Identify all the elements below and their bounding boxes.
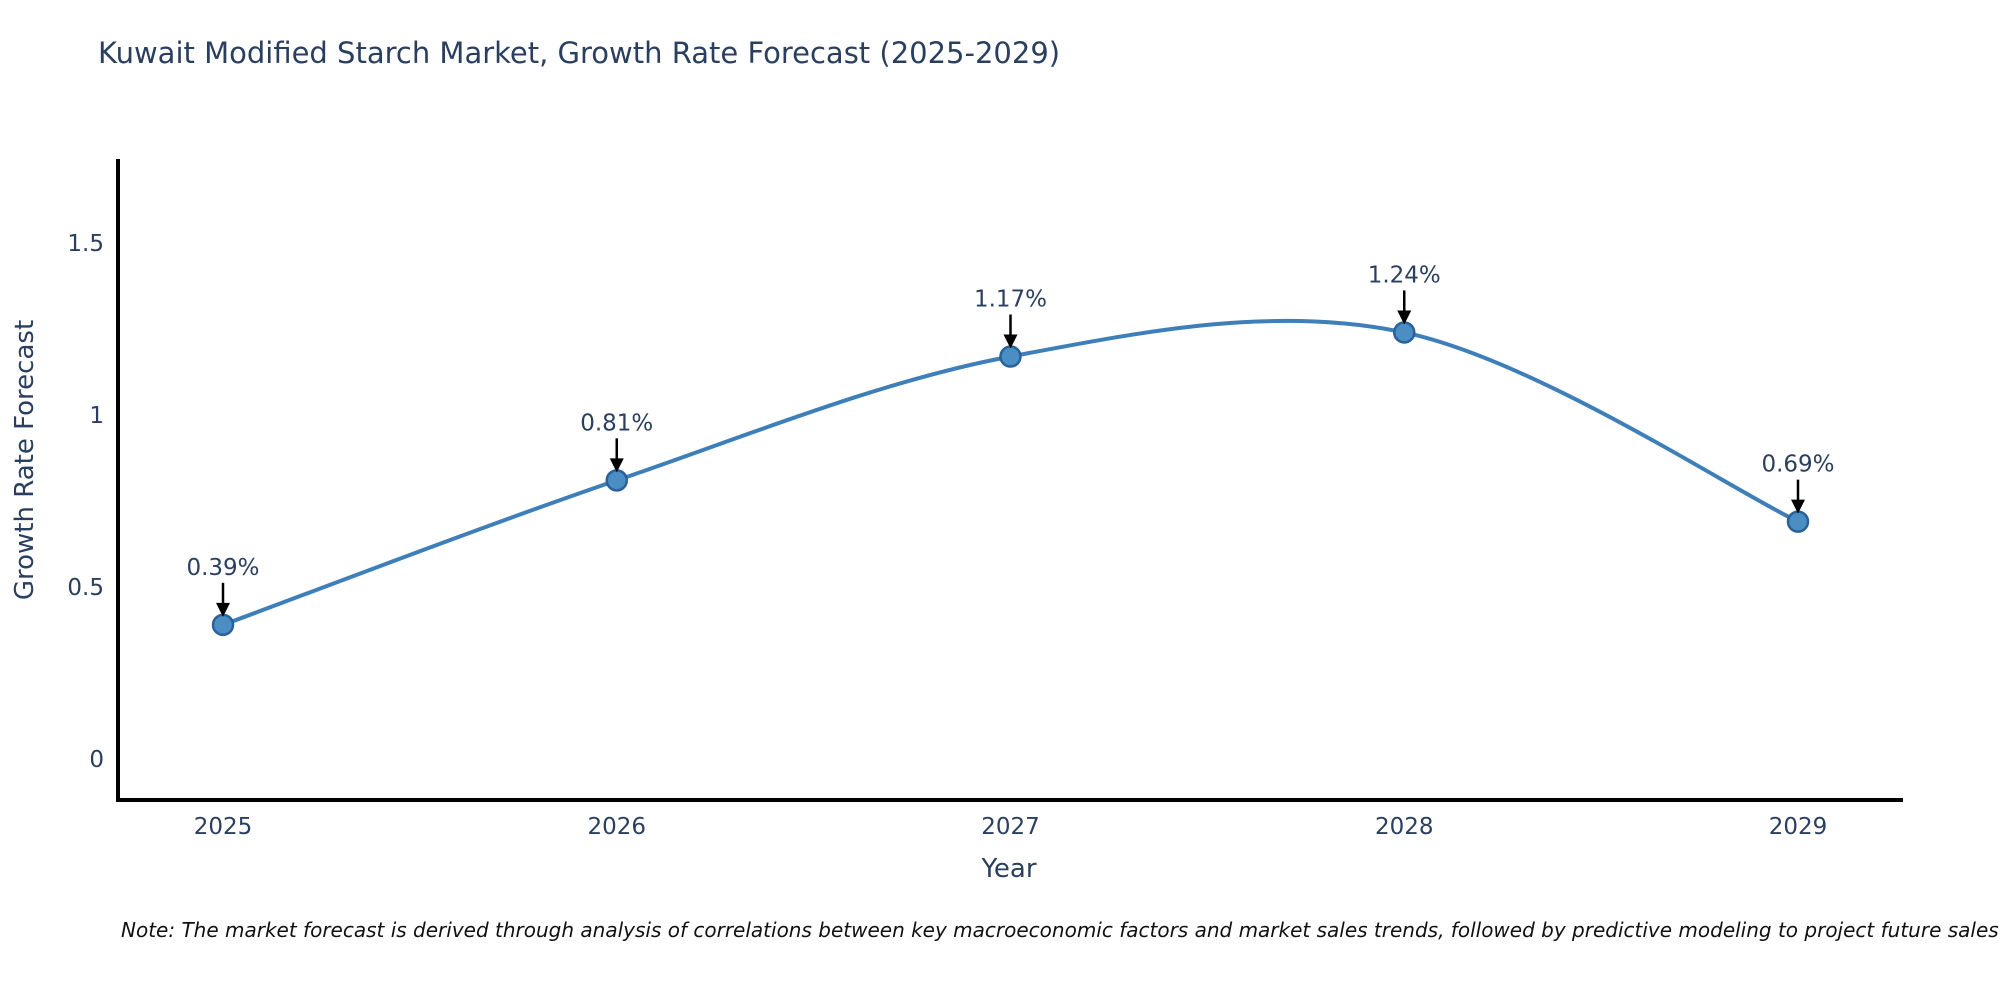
annotation-arrowhead-icon [216, 602, 230, 617]
annotation-arrowhead-icon [609, 458, 624, 473]
x-axis-ticks: 2025 2026 2027 2028 2029 [194, 814, 1828, 840]
y-tick-label: 1.5 [67, 231, 104, 257]
x-tick-label: 2028 [1375, 814, 1434, 840]
x-tick-label: 2029 [1769, 814, 1828, 840]
y-axis-title: Growth Rate Forecast [10, 319, 40, 601]
data-point-marker [211, 613, 235, 637]
annotation-arrowhead-icon [1791, 499, 1805, 514]
x-axis-title: Year [981, 854, 1037, 884]
data-point-marker [605, 469, 628, 492]
point-annotations: 0.39% 0.81% 1.17% 1.24% 0.69% [186, 262, 1835, 617]
y-axis-ticks: 0 0.5 1 1.5 [67, 231, 104, 773]
y-tick-label: 0.5 [67, 575, 104, 601]
annotation-arrowhead-icon [1003, 334, 1018, 349]
point-label: 0.69% [1761, 452, 1834, 478]
point-label: 1.17% [974, 287, 1047, 313]
point-label: 0.81% [580, 410, 653, 436]
x-tick-label: 2025 [194, 814, 253, 840]
x-tick-label: 2027 [981, 814, 1040, 840]
data-point-marker [1786, 510, 1810, 533]
chart-title: Kuwait Modified Starch Market, Growth Ra… [98, 36, 1061, 70]
y-tick-label: 1 [89, 403, 104, 429]
annotation-arrowhead-icon [1397, 310, 1412, 325]
point-label: 0.39% [186, 555, 259, 581]
data-point-marker [999, 345, 1022, 368]
footnote-text: Note: The market forecast is derived thr… [121, 918, 1999, 942]
point-label: 1.24% [1368, 262, 1441, 288]
data-point-marker [1393, 321, 1416, 344]
x-tick-label: 2026 [587, 814, 646, 840]
trend-line-series [211, 318, 1810, 637]
y-tick-label: 0 [89, 747, 104, 773]
